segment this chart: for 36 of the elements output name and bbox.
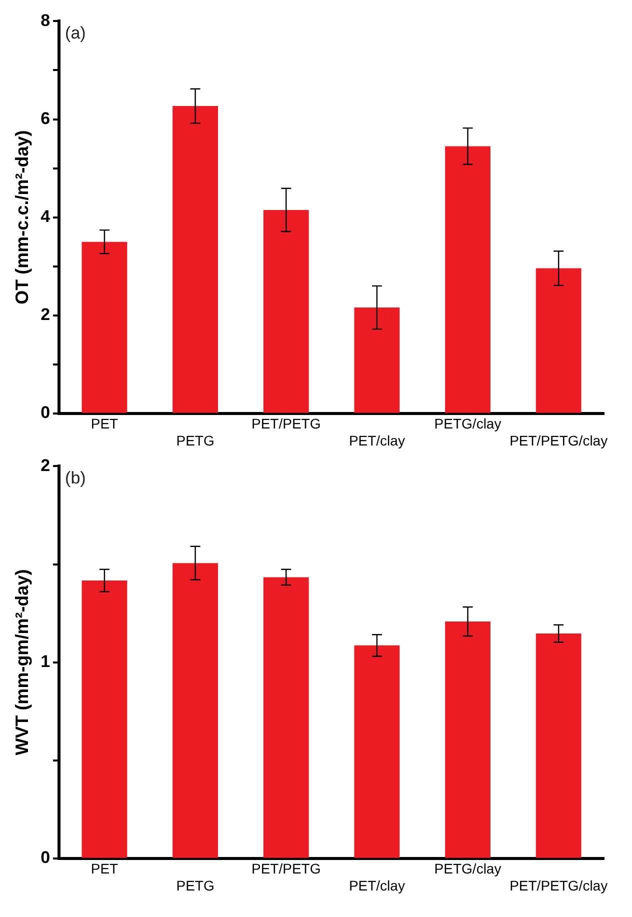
y-tick-label: 4 <box>40 206 51 226</box>
x-tick-label: PET/clay <box>348 432 405 448</box>
bar <box>82 580 128 858</box>
bar <box>445 146 490 413</box>
x-tick-label: PET/PETG <box>252 416 321 432</box>
bar <box>82 242 128 413</box>
bar <box>536 633 582 858</box>
y-tick-label: 0 <box>40 848 50 868</box>
x-tick-label: PET <box>90 860 119 877</box>
bar <box>354 308 400 413</box>
y-tick-label: 2 <box>40 305 50 324</box>
x-tick-label: PETG/clay <box>434 416 502 432</box>
bar <box>172 106 218 413</box>
x-tick-label: PET/PETG <box>252 860 321 877</box>
y-tick-label: 6 <box>40 108 50 128</box>
y-tick-label: 2 <box>40 456 50 475</box>
y-tick-label: 1 <box>40 652 50 671</box>
x-tick-label: PET/PETG/clay <box>510 432 608 448</box>
x-tick-label: PETG <box>176 432 214 448</box>
bar <box>536 268 582 413</box>
y-axis-title: WVT (mm-gm/m²-day) <box>12 569 32 756</box>
x-tick-label: PET/PETG/clay <box>510 877 608 894</box>
y-tick-label: 0 <box>40 403 50 422</box>
y-axis-title: OT (mm-c.c./m²-day) <box>12 130 32 304</box>
bar <box>354 645 400 858</box>
y-tick-label: 8 <box>40 10 50 30</box>
bar <box>445 622 490 858</box>
annotation: (a) <box>65 23 86 42</box>
x-tick-label: PETG/clay <box>434 860 502 877</box>
bar <box>263 577 309 858</box>
annotation: (b) <box>65 468 86 488</box>
x-tick-label: PET/clay <box>348 877 405 894</box>
bar <box>263 210 309 413</box>
x-tick-label: PETG <box>176 877 214 894</box>
bar <box>172 563 218 858</box>
x-tick-label: PET <box>90 416 119 432</box>
